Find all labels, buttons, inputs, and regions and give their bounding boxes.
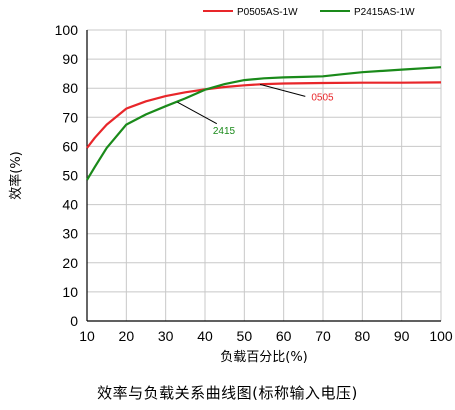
y-tick-label: 60 (62, 138, 78, 154)
y-tick-label: 20 (62, 255, 78, 271)
y-tick-label: 100 (55, 22, 79, 38)
y-tick-label: 90 (62, 51, 78, 67)
x-tick-label: 70 (315, 328, 331, 344)
grid (86, 29, 442, 322)
annotations: 0505 2415 (177, 83, 334, 137)
series-lines (86, 66, 442, 181)
x-tick-label: 10 (79, 328, 95, 344)
annotation-label: 2415 (213, 126, 236, 137)
y-tick-label: 50 (62, 168, 78, 184)
legend: P0505AS-1W P2415AS-1W (203, 7, 415, 18)
x-axis-title: 负载百分比(%) (220, 350, 308, 365)
y-tick-label: 10 (62, 284, 78, 300)
x-tick-label: 40 (197, 328, 213, 344)
x-tick-label: 30 (158, 328, 174, 344)
y-tick-label: 0 (70, 313, 78, 329)
x-tick-label: 90 (394, 328, 410, 344)
x-tick-label: 80 (355, 328, 371, 344)
legend-label: P2415AS-1W (354, 7, 415, 18)
annotation-leader (259, 83, 306, 97)
chart-caption: 效率与负载关系曲线图(标称输入电压) (97, 384, 358, 402)
x-tick-label: 60 (276, 328, 292, 344)
x-tick-label: 20 (119, 328, 135, 344)
annotation-label: 0505 (311, 92, 334, 103)
y-axis-title: 效率(%) (8, 151, 24, 200)
x-tick-label: 50 (237, 328, 253, 344)
legend-label: P0505AS-1W (237, 7, 298, 18)
annotation-leader (177, 101, 218, 125)
y-tick-label: 30 (62, 226, 78, 242)
y-tick-label: 70 (62, 109, 78, 125)
y-tick-label: 40 (62, 197, 78, 213)
y-tick-label: 80 (62, 80, 78, 96)
x-tick-label: 100 (429, 328, 453, 344)
series-line (86, 66, 442, 181)
series-line (86, 81, 442, 149)
